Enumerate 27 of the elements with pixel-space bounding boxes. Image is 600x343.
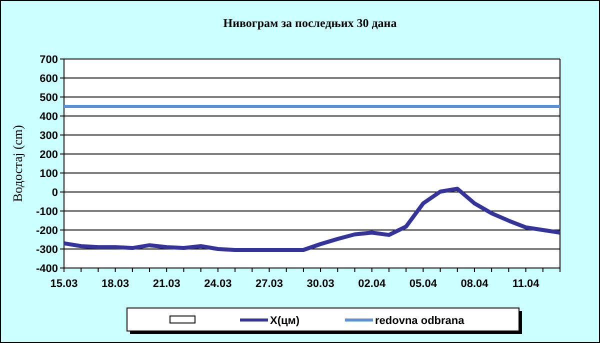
x-tick-label: 24.03: [204, 278, 232, 290]
y-tick-label: -300: [36, 244, 58, 256]
x-tick-label: 02.04: [358, 278, 387, 290]
x-tick-label: 27.03: [255, 278, 284, 290]
y-tick-label: 500: [40, 92, 58, 104]
y-tick-label: 300: [40, 130, 58, 142]
y-tick-label: -100: [36, 206, 58, 218]
legend-label: X(цм): [270, 315, 300, 327]
x-tick-label: 21.03: [152, 278, 180, 290]
x-tick-label: 30.03: [306, 278, 334, 290]
y-tick-label: 400: [40, 111, 58, 123]
y-tick-label: -200: [36, 225, 58, 237]
x-tick-label: 08.04: [460, 278, 490, 290]
y-tick-label: 700: [40, 54, 58, 66]
x-tick-label: 18.03: [102, 278, 130, 290]
x-tick-label: 05.04: [409, 278, 438, 290]
x-tick-label: 15.03: [50, 278, 78, 290]
y-axis-title: Водостај (cm): [10, 124, 25, 202]
y-tick-label: 600: [40, 73, 58, 85]
line-series: [62, 186, 562, 252]
y-tick-label: 0: [52, 187, 58, 199]
x-tick-label: 11.04: [512, 278, 540, 290]
y-tick-label: 100: [40, 168, 58, 180]
y-tick-label: -400: [36, 263, 58, 275]
y-tick-label: 200: [40, 149, 58, 161]
chart-title: Нивограм за последњих 30 дана: [223, 16, 397, 30]
legend-label: redovna odbrana: [375, 315, 466, 327]
